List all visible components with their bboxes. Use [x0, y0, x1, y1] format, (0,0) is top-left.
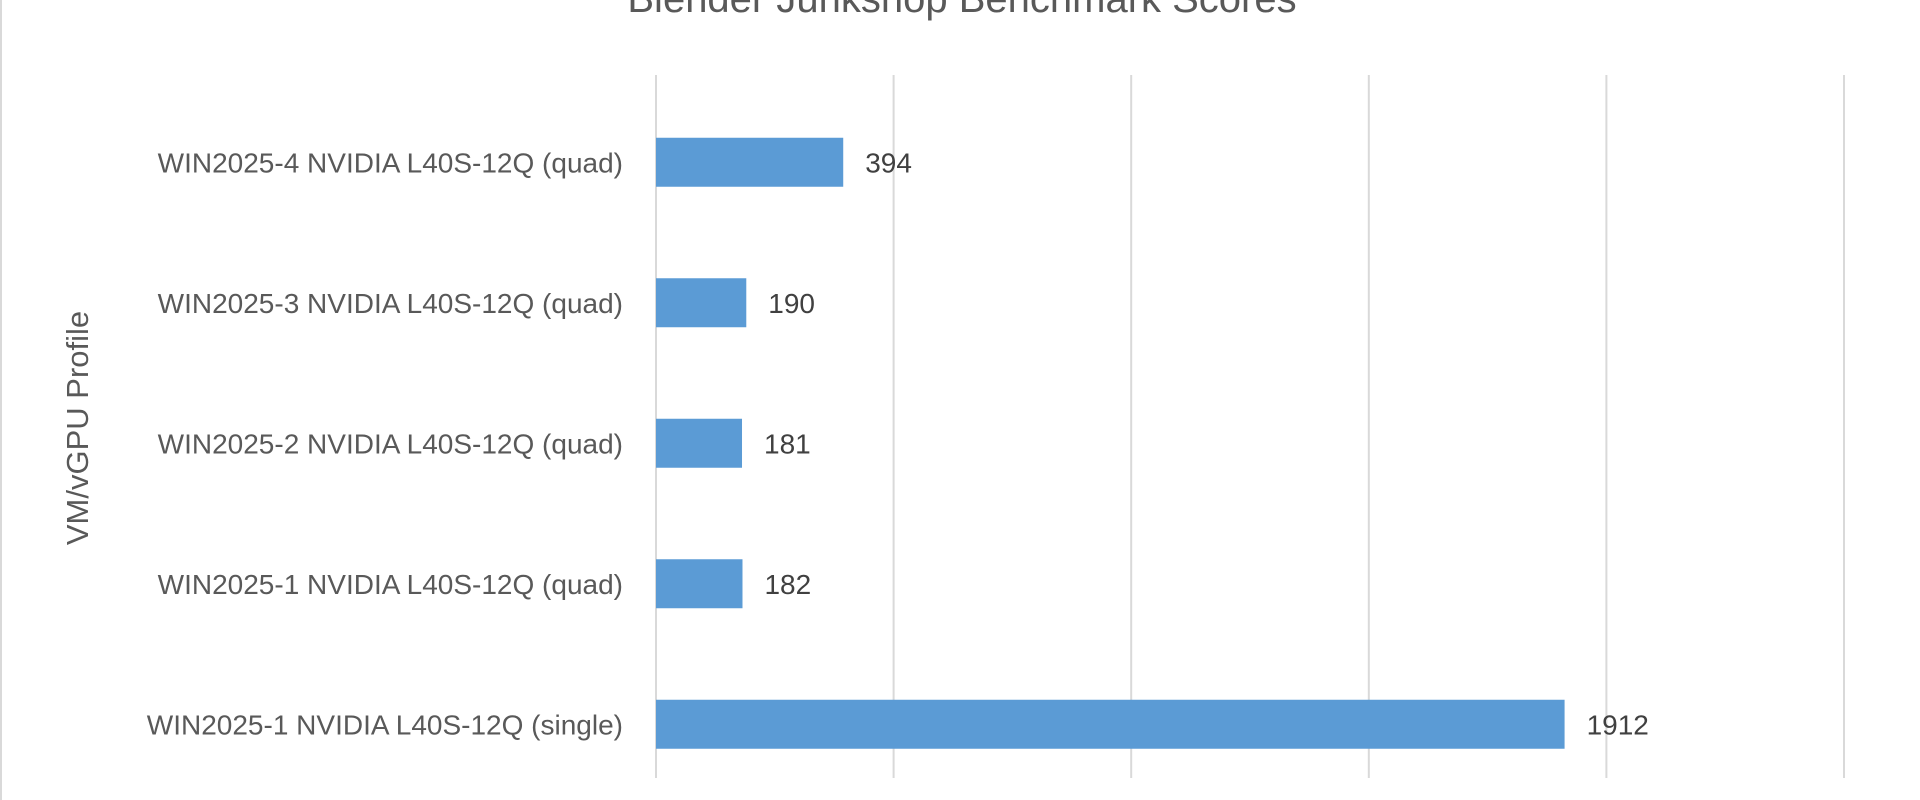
gridlines	[655, 75, 1845, 778]
data-label: 190	[768, 288, 815, 319]
bar	[656, 699, 1565, 749]
y-axis-title: VM/vGPU Profile	[60, 311, 95, 545]
data-label: 1912	[1587, 709, 1649, 740]
chart-title: Blender Junkshop Benchmark Scores	[627, 0, 1296, 21]
bar	[656, 559, 743, 609]
bars	[656, 137, 1565, 749]
bar	[656, 418, 743, 468]
category-label: WIN2025-1 NVIDIA L40S-12Q (single)	[147, 709, 623, 740]
category-label: WIN2025-3 NVIDIA L40S-12Q (quad)	[158, 288, 623, 319]
labels: WIN2025-4 NVIDIA L40S-12Q (quad) 394 WIN20…	[147, 147, 1649, 740]
bar	[656, 278, 747, 328]
data-label: 182	[764, 569, 811, 600]
data-label: 394	[865, 147, 912, 178]
bar	[656, 137, 844, 187]
data-label: 181	[764, 428, 811, 459]
category-label: WIN2025-1 NVIDIA L40S-12Q (quad)	[158, 569, 623, 600]
category-label: WIN2025-2 NVIDIA L40S-12Q (quad)	[158, 428, 623, 459]
category-label: WIN2025-4 NVIDIA L40S-12Q (quad)	[158, 147, 623, 178]
